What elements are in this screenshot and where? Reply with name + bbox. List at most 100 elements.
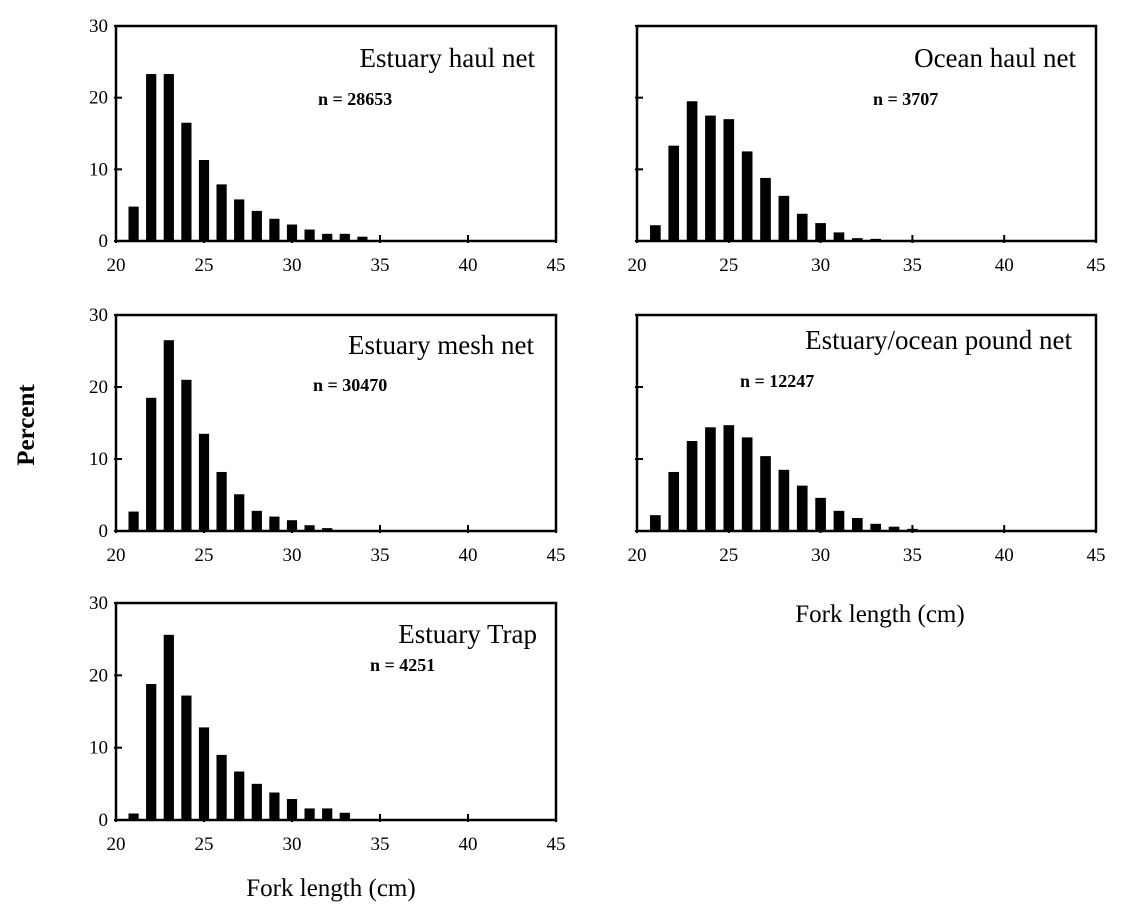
bar <box>650 225 661 241</box>
plot-frame <box>114 601 558 822</box>
bar <box>705 115 716 241</box>
x-tick-label: 45 <box>1087 545 1106 566</box>
bar <box>216 754 227 820</box>
x-tick-label: 30 <box>283 834 302 855</box>
panel-estuary-ocean-pound-net: 20 25 30 35 40 45 Estuary/ocean pound net n = 1… <box>628 313 1106 566</box>
bar <box>251 210 262 241</box>
x-tick-label: 25 <box>195 834 214 855</box>
bar <box>870 523 882 531</box>
x-tick-label: 25 <box>195 255 214 276</box>
x-tick-label: 20 <box>107 255 126 276</box>
y-tick-label: 10 <box>89 159 108 180</box>
bar <box>163 634 174 820</box>
bar <box>322 808 333 820</box>
x-tick-label: 35 <box>903 545 922 566</box>
y-tick-label: 20 <box>89 88 108 109</box>
bar <box>741 151 753 241</box>
x-tick-label: 45 <box>547 255 566 276</box>
bar <box>286 520 298 531</box>
panel-estuary-mesh-net: 0 10 20 30 20 25 30 35 40 45 Estuary mesh net n = 3… <box>89 305 566 566</box>
x-tick-label: 40 <box>459 834 478 855</box>
bar <box>286 224 298 241</box>
y-tick-label: 0 <box>99 521 109 542</box>
bar <box>650 515 661 531</box>
bar <box>234 494 245 531</box>
bar <box>907 528 918 531</box>
y-tick-label: 0 <box>99 810 109 831</box>
x-tick-label: 35 <box>371 255 390 276</box>
plot-frame <box>114 313 558 533</box>
x-tick-label: 40 <box>459 255 478 276</box>
bar <box>357 236 368 241</box>
x-tick-label: 30 <box>811 255 830 276</box>
x-tick-label: 20 <box>107 834 126 855</box>
bar <box>269 792 280 820</box>
y-axis-label: Percent <box>13 384 40 466</box>
bar <box>888 526 900 531</box>
y-tick-label: 30 <box>89 16 108 37</box>
x-tick-label: 25 <box>195 545 214 566</box>
sample-size-label: n = 4251 <box>370 655 435 675</box>
bar <box>198 160 210 241</box>
y-tick-label: 20 <box>89 377 108 398</box>
y-tick-label: 0 <box>99 231 109 252</box>
bar <box>198 727 210 820</box>
bar <box>128 813 139 820</box>
bar <box>163 340 174 531</box>
y-tick-label: 10 <box>89 449 108 470</box>
sample-size-label: n = 30470 <box>313 375 387 395</box>
x-tick-label: 30 <box>283 545 302 566</box>
panel-title: Estuary mesh net <box>348 330 534 360</box>
x-tick-label: 25 <box>719 545 738 566</box>
x-tick-label: 25 <box>719 255 738 276</box>
bar <box>198 433 210 531</box>
bar <box>686 101 698 241</box>
panel-estuary-trap: 0 10 20 30 20 25 30 35 40 45 Estuary Trap n = 4251 <box>89 593 566 855</box>
bar <box>796 213 808 241</box>
panel-estuary-haul-net: 0 10 20 30 20 25 30 35 40 45 Estuary haul net n = 2… <box>89 16 566 276</box>
bar <box>251 783 262 820</box>
bar <box>304 525 315 531</box>
bar <box>833 232 845 241</box>
bar <box>322 233 333 241</box>
bar <box>286 799 298 820</box>
bar <box>796 485 808 531</box>
x-tick-label: 40 <box>459 545 478 566</box>
sample-size-label: n = 12247 <box>740 371 814 391</box>
panel-ocean-haul-net: 20 25 30 35 40 45 Ocean haul net n = 3707 <box>628 24 1106 276</box>
bar <box>723 119 735 241</box>
bar <box>216 471 227 531</box>
x-tick-label: 40 <box>995 545 1014 566</box>
bar <box>760 177 771 241</box>
bar <box>128 511 139 531</box>
bar <box>741 437 753 531</box>
bar <box>851 518 863 531</box>
panel-title: Ocean haul net <box>914 43 1076 73</box>
bar <box>339 233 350 241</box>
plot-frame <box>635 24 1098 243</box>
x-tick-label: 20 <box>628 255 647 276</box>
y-tick-label: 30 <box>89 305 108 326</box>
bar <box>870 238 882 241</box>
y-tick-label: 10 <box>89 738 108 759</box>
bar <box>705 427 716 531</box>
bar <box>181 379 192 531</box>
plot-frame <box>114 24 558 243</box>
x-tick-label: 35 <box>371 834 390 855</box>
bar <box>269 516 280 531</box>
x-axis-label-bottom: Fork length (cm) <box>246 875 415 902</box>
bar <box>234 771 245 820</box>
bar <box>778 469 790 531</box>
bar <box>851 238 863 241</box>
bar <box>251 510 262 531</box>
bar <box>146 74 157 242</box>
bar <box>815 497 826 531</box>
x-tick-label: 35 <box>903 255 922 276</box>
x-tick-label: 40 <box>995 255 1014 276</box>
bar <box>668 145 680 241</box>
panel-title: Estuary/ocean pound net <box>805 325 1072 355</box>
x-tick-label: 30 <box>811 545 830 566</box>
bar <box>146 397 157 531</box>
y-tick-label: 20 <box>89 665 108 686</box>
